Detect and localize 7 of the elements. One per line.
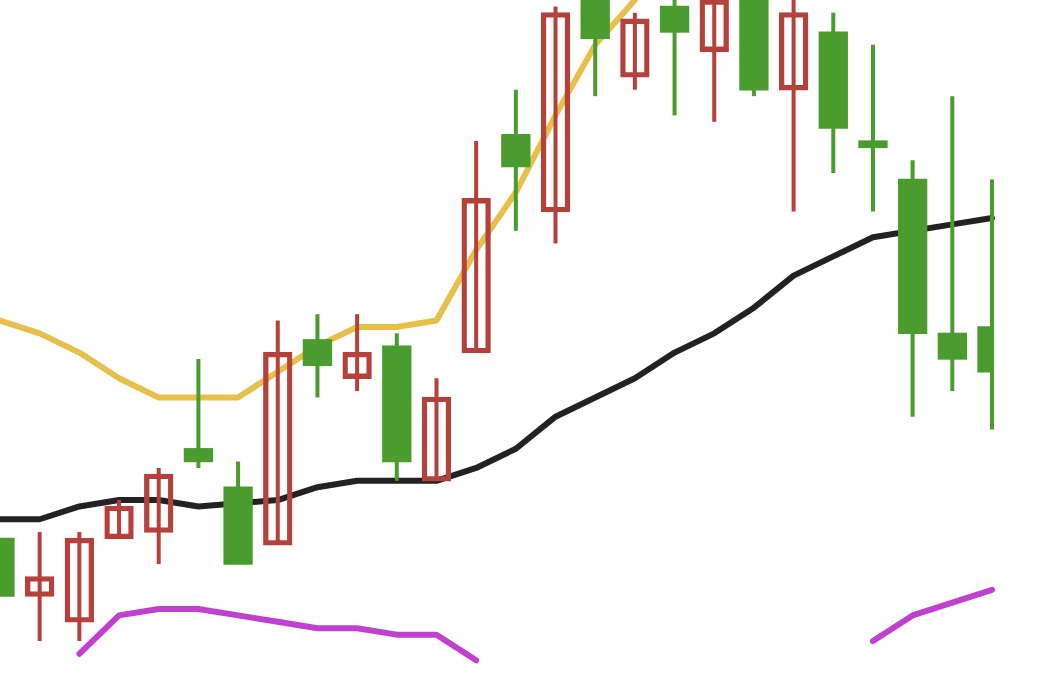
candlestick [659,0,690,118]
candlestick [183,356,214,470]
candlestick [858,42,888,214]
candlestick [501,87,531,233]
candlestick [580,0,610,99]
candlestick [302,312,333,400]
candlestick [937,94,967,394]
